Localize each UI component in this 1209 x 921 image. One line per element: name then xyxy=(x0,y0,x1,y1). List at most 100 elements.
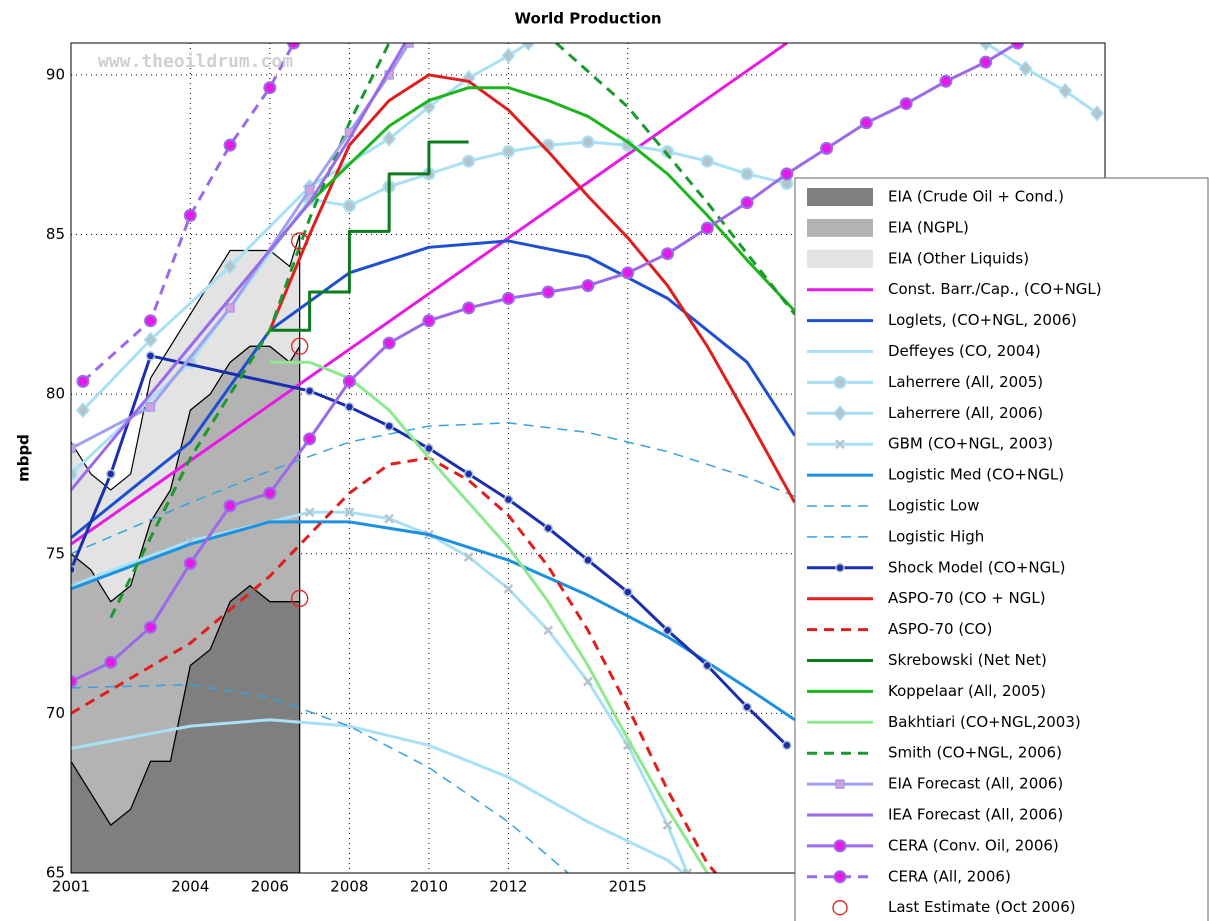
marker xyxy=(1011,43,1025,50)
marker xyxy=(583,555,593,565)
legend-marker xyxy=(835,439,845,450)
line xyxy=(71,354,788,747)
marker xyxy=(225,303,235,313)
legend-marker xyxy=(833,405,847,422)
x-tick-label: 2008 xyxy=(330,878,368,896)
marker xyxy=(541,285,555,299)
legend-label: EIA (Crude Oil + Cond.) xyxy=(888,188,1064,206)
line xyxy=(71,683,569,873)
marker xyxy=(143,331,158,349)
marker xyxy=(740,167,754,181)
point xyxy=(291,337,309,355)
line xyxy=(71,239,797,539)
marker xyxy=(344,507,355,518)
marker xyxy=(342,374,356,388)
y-tick-label: 85 xyxy=(46,225,65,243)
legend-label: Loglets, (CO+NGL, 2006) xyxy=(888,311,1077,329)
legend-label: Shock Model (CO+NGL) xyxy=(888,558,1065,576)
marker xyxy=(223,138,237,152)
y-tick-label: 80 xyxy=(46,385,65,403)
legend-label: CERA (All, 2006) xyxy=(888,867,1011,885)
marker xyxy=(583,676,593,687)
marker xyxy=(782,740,792,751)
marker xyxy=(501,291,515,305)
legend-label: Bakhtiari (CO+NGL,2003) xyxy=(888,713,1081,731)
legend-label: Logistic Med (CO+NGL) xyxy=(888,466,1064,484)
legend-marker xyxy=(835,779,845,789)
legend-label: Logistic Low xyxy=(888,497,979,515)
marker xyxy=(700,221,714,235)
marker xyxy=(304,507,315,518)
marker xyxy=(404,43,414,48)
legend-label: Const. Barr./Cap., (CO+NGL) xyxy=(888,280,1102,298)
line xyxy=(268,86,796,313)
marker xyxy=(581,135,595,149)
line xyxy=(71,718,685,873)
line xyxy=(71,422,796,555)
marker xyxy=(223,499,237,513)
marker xyxy=(742,702,752,712)
legend-label: Laherrere (All, 2006) xyxy=(888,404,1043,422)
marker xyxy=(1090,105,1105,122)
marker xyxy=(662,625,673,636)
x-tick-label: 2010 xyxy=(410,878,448,896)
marker xyxy=(521,43,536,52)
legend-label: ASPO-70 (CO + NGL) xyxy=(888,589,1046,607)
marker xyxy=(463,552,474,562)
marker xyxy=(384,513,395,524)
marker xyxy=(700,154,714,168)
marker xyxy=(104,655,118,669)
marker xyxy=(75,401,90,419)
legend-label: Koppelaar (All, 2005) xyxy=(888,682,1046,700)
x-tick-label: 2004 xyxy=(171,878,209,896)
legend-marker xyxy=(833,870,847,884)
legend-swatch xyxy=(807,218,873,237)
line xyxy=(71,456,718,873)
x-tick-label: 2015 xyxy=(609,878,647,896)
x-tick-label: 2006 xyxy=(251,878,289,896)
marker xyxy=(461,69,476,87)
marker xyxy=(76,374,90,388)
legend-label: ASPO-70 (CO) xyxy=(888,620,992,638)
y-tick-label: 90 xyxy=(46,65,65,83)
point xyxy=(291,589,309,608)
marker xyxy=(183,556,197,570)
marker xyxy=(899,97,913,111)
legend-label: EIA Forecast (All, 2006) xyxy=(888,775,1063,793)
marker xyxy=(501,145,515,159)
legend-label: Skrebowski (Net Net) xyxy=(888,651,1047,669)
y-tick-label: 75 xyxy=(46,544,65,562)
y-axis-label: mbpd xyxy=(15,434,33,482)
legend-marker xyxy=(835,563,845,573)
legend: EIA (Crude Oil + Cond.) EIA (NGPL) EIA (Ot… xyxy=(794,177,1209,921)
marker xyxy=(503,494,514,505)
marker xyxy=(303,432,317,446)
legend-label: EIA (Other Liquids) xyxy=(888,249,1029,267)
marker xyxy=(621,266,635,280)
marker xyxy=(304,185,315,195)
marker xyxy=(462,301,476,315)
legend-marker xyxy=(833,375,847,389)
marker xyxy=(581,279,595,293)
marker xyxy=(223,258,238,275)
legend-label: Deffeyes (CO, 2004) xyxy=(888,342,1041,360)
marker xyxy=(979,55,993,69)
legend-label: CERA (Conv. Oil, 2006) xyxy=(888,836,1059,854)
marker xyxy=(71,564,76,575)
watermark: www.theoildrum.com xyxy=(98,51,293,72)
marker xyxy=(780,167,794,181)
x-tick-label: 2001 xyxy=(52,878,90,896)
legend-label: Laherrere (All, 2005) xyxy=(888,373,1043,391)
marker xyxy=(145,351,156,361)
marker xyxy=(382,130,397,147)
marker xyxy=(344,402,355,412)
marker xyxy=(1018,60,1033,77)
marker xyxy=(543,625,554,636)
marker xyxy=(463,469,474,479)
marker xyxy=(144,620,158,634)
line xyxy=(109,43,796,619)
legend-box xyxy=(794,177,1209,921)
marker xyxy=(263,81,277,95)
marker xyxy=(71,674,78,688)
